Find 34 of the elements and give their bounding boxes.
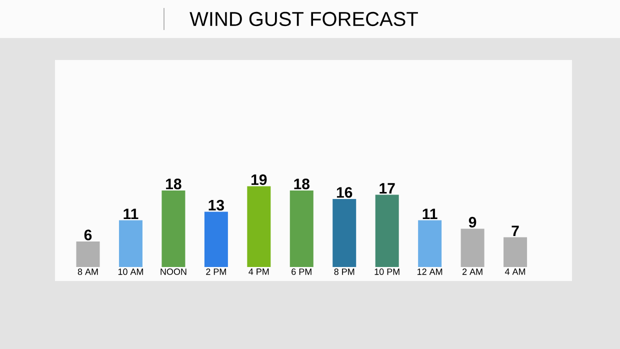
bar: [247, 186, 271, 267]
x-tick-label: 6 PM: [292, 268, 312, 275]
x-tick-label: 4 AM: [504, 268, 526, 275]
bar: [332, 198, 356, 267]
x-tick-label: 12 AM: [418, 268, 442, 275]
x-tick-label: 8 AM: [78, 268, 98, 275]
bar: [76, 241, 100, 267]
bar: [118, 220, 142, 267]
data-label: 16: [336, 187, 352, 198]
data-label: 13: [208, 200, 224, 211]
x-tick-label: 2 AM: [462, 268, 482, 275]
data-label: 9: [468, 216, 476, 228]
bar: [290, 190, 314, 267]
bar: [162, 190, 186, 267]
chart-title: WIND GUST FORECAST: [190, 12, 418, 26]
data-label: 18: [294, 178, 310, 190]
x-tick-label: 8 PM: [334, 268, 354, 275]
bar: [375, 194, 399, 267]
data-label: 6: [84, 230, 92, 240]
bar: [460, 228, 484, 267]
bar: [418, 220, 442, 267]
data-label: 17: [380, 183, 395, 194]
x-tick-label: 10 PM: [374, 268, 400, 275]
x-tick-label: 10 AM: [118, 268, 143, 275]
data-label: 11: [422, 208, 438, 220]
data-label: 11: [124, 208, 138, 220]
x-tick-label: NOON: [160, 268, 186, 275]
bar: [204, 212, 228, 267]
data-label: 18: [166, 178, 182, 190]
data-label: 7: [512, 226, 519, 236]
data-label: 19: [252, 174, 267, 185]
bar: [504, 237, 528, 267]
x-tick-label: 4 PM: [248, 268, 269, 275]
x-tick-label: 2 PM: [206, 268, 226, 275]
